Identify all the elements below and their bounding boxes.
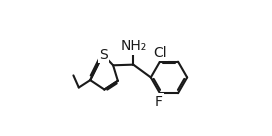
Text: NH₂: NH₂ (120, 39, 146, 53)
Text: F: F (154, 95, 163, 109)
Text: Cl: Cl (153, 46, 167, 60)
Text: S: S (99, 48, 107, 61)
